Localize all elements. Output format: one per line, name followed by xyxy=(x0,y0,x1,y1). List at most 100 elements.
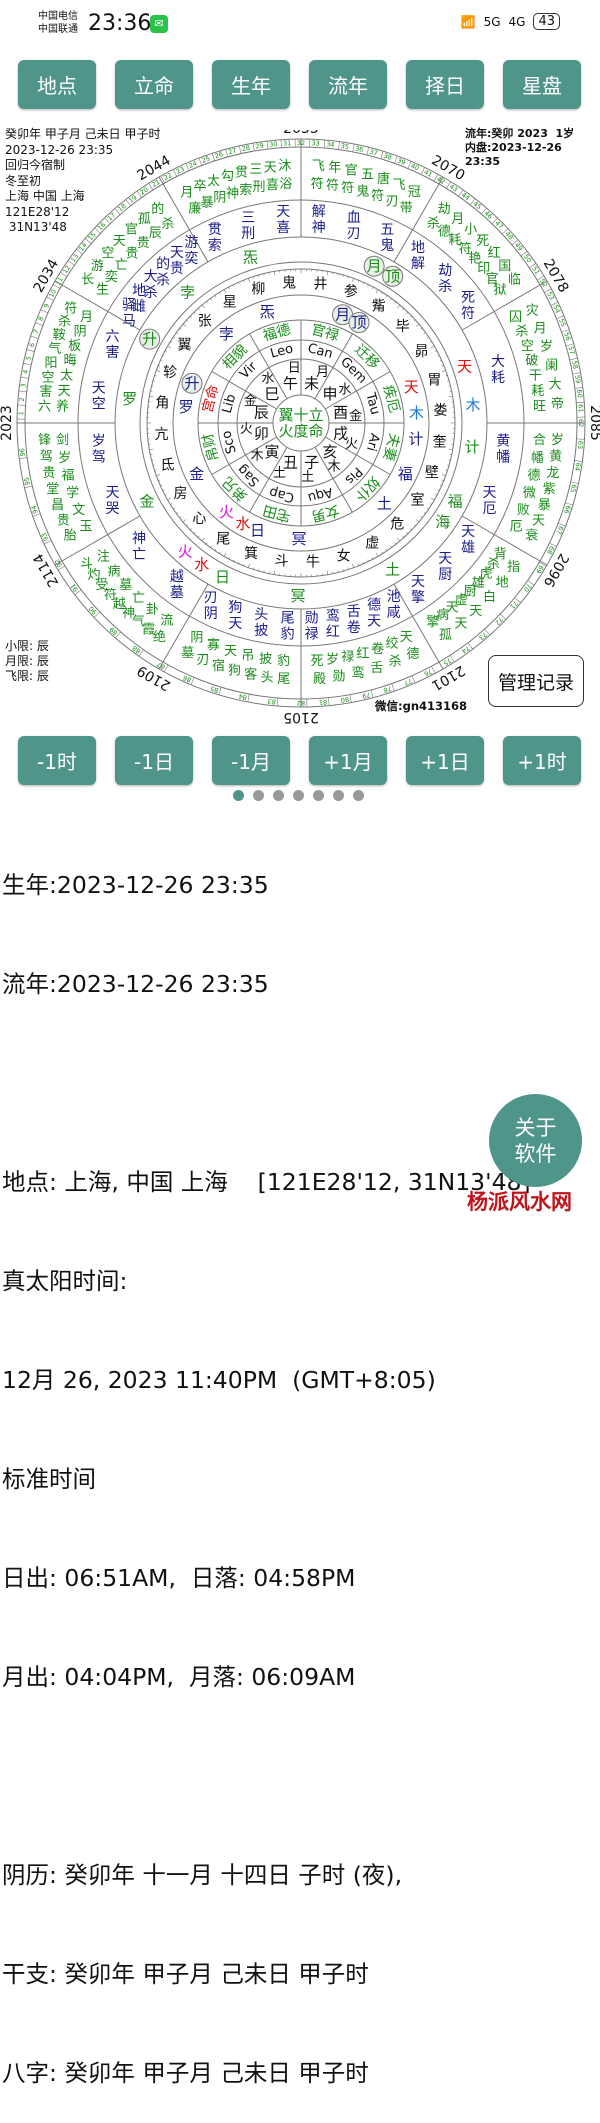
flow-year-line: 流年:2023-12-26 23:35 xyxy=(2,968,531,1001)
zodiac-sign: Can xyxy=(306,341,334,362)
outer-star-char: 沐 xyxy=(278,159,291,174)
page-dot[interactable] xyxy=(253,790,264,801)
outer-star-char: 玉 xyxy=(79,520,92,535)
inner-planet: 炁 xyxy=(260,303,275,321)
outer-planet: 海 xyxy=(435,513,450,531)
flow-year-button[interactable]: 流年 xyxy=(309,60,387,109)
middle-star-bottom: 墓 xyxy=(170,585,184,601)
page-indicator[interactable] xyxy=(233,790,364,801)
age-tick xyxy=(21,377,29,378)
earthly-branch: 子 xyxy=(304,454,319,472)
page-dot[interactable] xyxy=(293,790,304,801)
degree-tick xyxy=(180,517,182,518)
lunar-mansion: 女 xyxy=(337,547,351,564)
sector-planet: 金 xyxy=(349,408,362,424)
degree-tick xyxy=(431,498,434,500)
outer-star-char: 勋 xyxy=(332,670,345,685)
degree-tick xyxy=(206,543,207,545)
minus-day-button[interactable]: -1日 xyxy=(115,736,193,785)
age-tick-label: 3 xyxy=(19,383,27,388)
outer-star-char: 养 xyxy=(56,398,69,414)
middle-star-bottom: 红 xyxy=(326,624,340,640)
middle-star-bottom: 鬼 xyxy=(380,238,394,254)
birth-year-button[interactable]: 生年 xyxy=(212,60,290,109)
page-dot[interactable] xyxy=(333,790,344,801)
outer-star-char: 墓 xyxy=(119,578,132,593)
middle-star-top: 德 xyxy=(367,597,381,613)
outer-star-char: 耗 xyxy=(531,384,544,399)
age-tick-label: 30 xyxy=(269,140,278,149)
degree-tick xyxy=(368,285,369,287)
middle-star-bottom: 雌 xyxy=(132,299,146,315)
outer-star-char: 月 xyxy=(180,185,193,200)
minus-month-button[interactable]: -1月 xyxy=(212,736,290,785)
datetime-line: 2023-12-26 23:35 xyxy=(5,143,160,159)
age-tick-label: 25 xyxy=(201,155,212,165)
plus-month-button[interactable]: +1月 xyxy=(309,736,387,785)
age-tick xyxy=(575,387,583,388)
page-dot[interactable] xyxy=(233,790,244,801)
lunar-mansion: 壁 xyxy=(425,465,439,481)
star-chart-button[interactable]: 星盘 xyxy=(503,60,581,109)
sector-planet: 金 xyxy=(244,393,257,409)
year-label: 2085 xyxy=(587,405,600,441)
degree-tick xyxy=(403,536,404,537)
degree-tick xyxy=(198,536,199,537)
degree-tick xyxy=(440,360,442,361)
fly-limit: 飞限: 辰 xyxy=(5,669,49,684)
zodiac-sign: Cap xyxy=(268,484,296,505)
middle-star-top: 狗 xyxy=(228,600,242,616)
age-tick-label: 43 xyxy=(448,183,459,194)
age-tick-label: 22 xyxy=(162,171,173,182)
location-button[interactable]: 地点 xyxy=(18,60,96,109)
degree-tick xyxy=(190,529,191,530)
manage-records-button[interactable]: 管理记录 xyxy=(488,655,584,707)
age-tick-label: 10 xyxy=(47,288,58,299)
plus-hour-button[interactable]: +1时 xyxy=(503,736,581,785)
flow-year-info: 流年:癸卯 2023 1岁 xyxy=(465,127,600,141)
plus-day-button[interactable]: +1日 xyxy=(406,736,484,785)
outer-star-char: 孤 xyxy=(439,628,452,643)
outer-planet: 福 xyxy=(448,493,463,511)
middle-star-top: 五 xyxy=(380,222,394,238)
page-dot[interactable] xyxy=(353,790,364,801)
outer-star-char: 贯 xyxy=(235,165,248,180)
year-label: 2023 xyxy=(0,405,15,441)
sunrise-sunset: 日出: 06:51AM, 日落: 04:58PM xyxy=(2,1562,531,1595)
age-tick-label: 51 xyxy=(530,265,541,276)
age-tick-label: 5 xyxy=(24,355,33,361)
degree-tick xyxy=(435,351,437,352)
outer-star-char: 劫 xyxy=(438,202,451,217)
age-tick-label: 87 xyxy=(155,660,166,671)
minus-hour-button[interactable]: -1时 xyxy=(18,736,96,785)
age-tick-label: 33 xyxy=(311,139,320,147)
outer-star-char: 衰 xyxy=(525,528,538,544)
outer-star-char: 贵 xyxy=(57,514,70,529)
page-dot[interactable] xyxy=(273,790,284,801)
age-tick-label: 36 xyxy=(354,144,364,154)
ascendant-button[interactable]: 立命 xyxy=(115,60,193,109)
sector-planet: 日 xyxy=(288,361,301,376)
degree-tick xyxy=(274,571,275,575)
degree-tick xyxy=(424,512,426,513)
degree-tick xyxy=(210,546,211,548)
system-line: 回归今宿制 xyxy=(5,158,160,174)
blank-line xyxy=(2,1067,531,1100)
outer-star-char: 临 xyxy=(508,272,521,287)
zodiac-sign: Tau xyxy=(362,390,382,416)
outer-star-char: 板 xyxy=(68,339,81,354)
outer-star-char: 游 xyxy=(91,259,104,274)
inner-planet: 计 xyxy=(408,430,423,448)
age-tick-label: 88 xyxy=(131,644,142,655)
about-software-button[interactable]: 关于软件 xyxy=(489,1094,582,1187)
outer-star-char: 天 xyxy=(224,644,237,659)
age-tick-label: 76 xyxy=(423,667,434,678)
outer-star-char: 舌 xyxy=(370,661,383,676)
page-dot[interactable] xyxy=(313,790,324,801)
age-tick-label: 69 xyxy=(534,564,545,575)
outer-star-char: 天 xyxy=(454,617,467,632)
middle-star-top: 游 xyxy=(184,235,198,251)
date-select-button[interactable]: 择日 xyxy=(406,60,484,109)
outer-star-char: 阴 xyxy=(190,631,203,646)
middle-star-bottom: 奕 xyxy=(184,251,198,267)
